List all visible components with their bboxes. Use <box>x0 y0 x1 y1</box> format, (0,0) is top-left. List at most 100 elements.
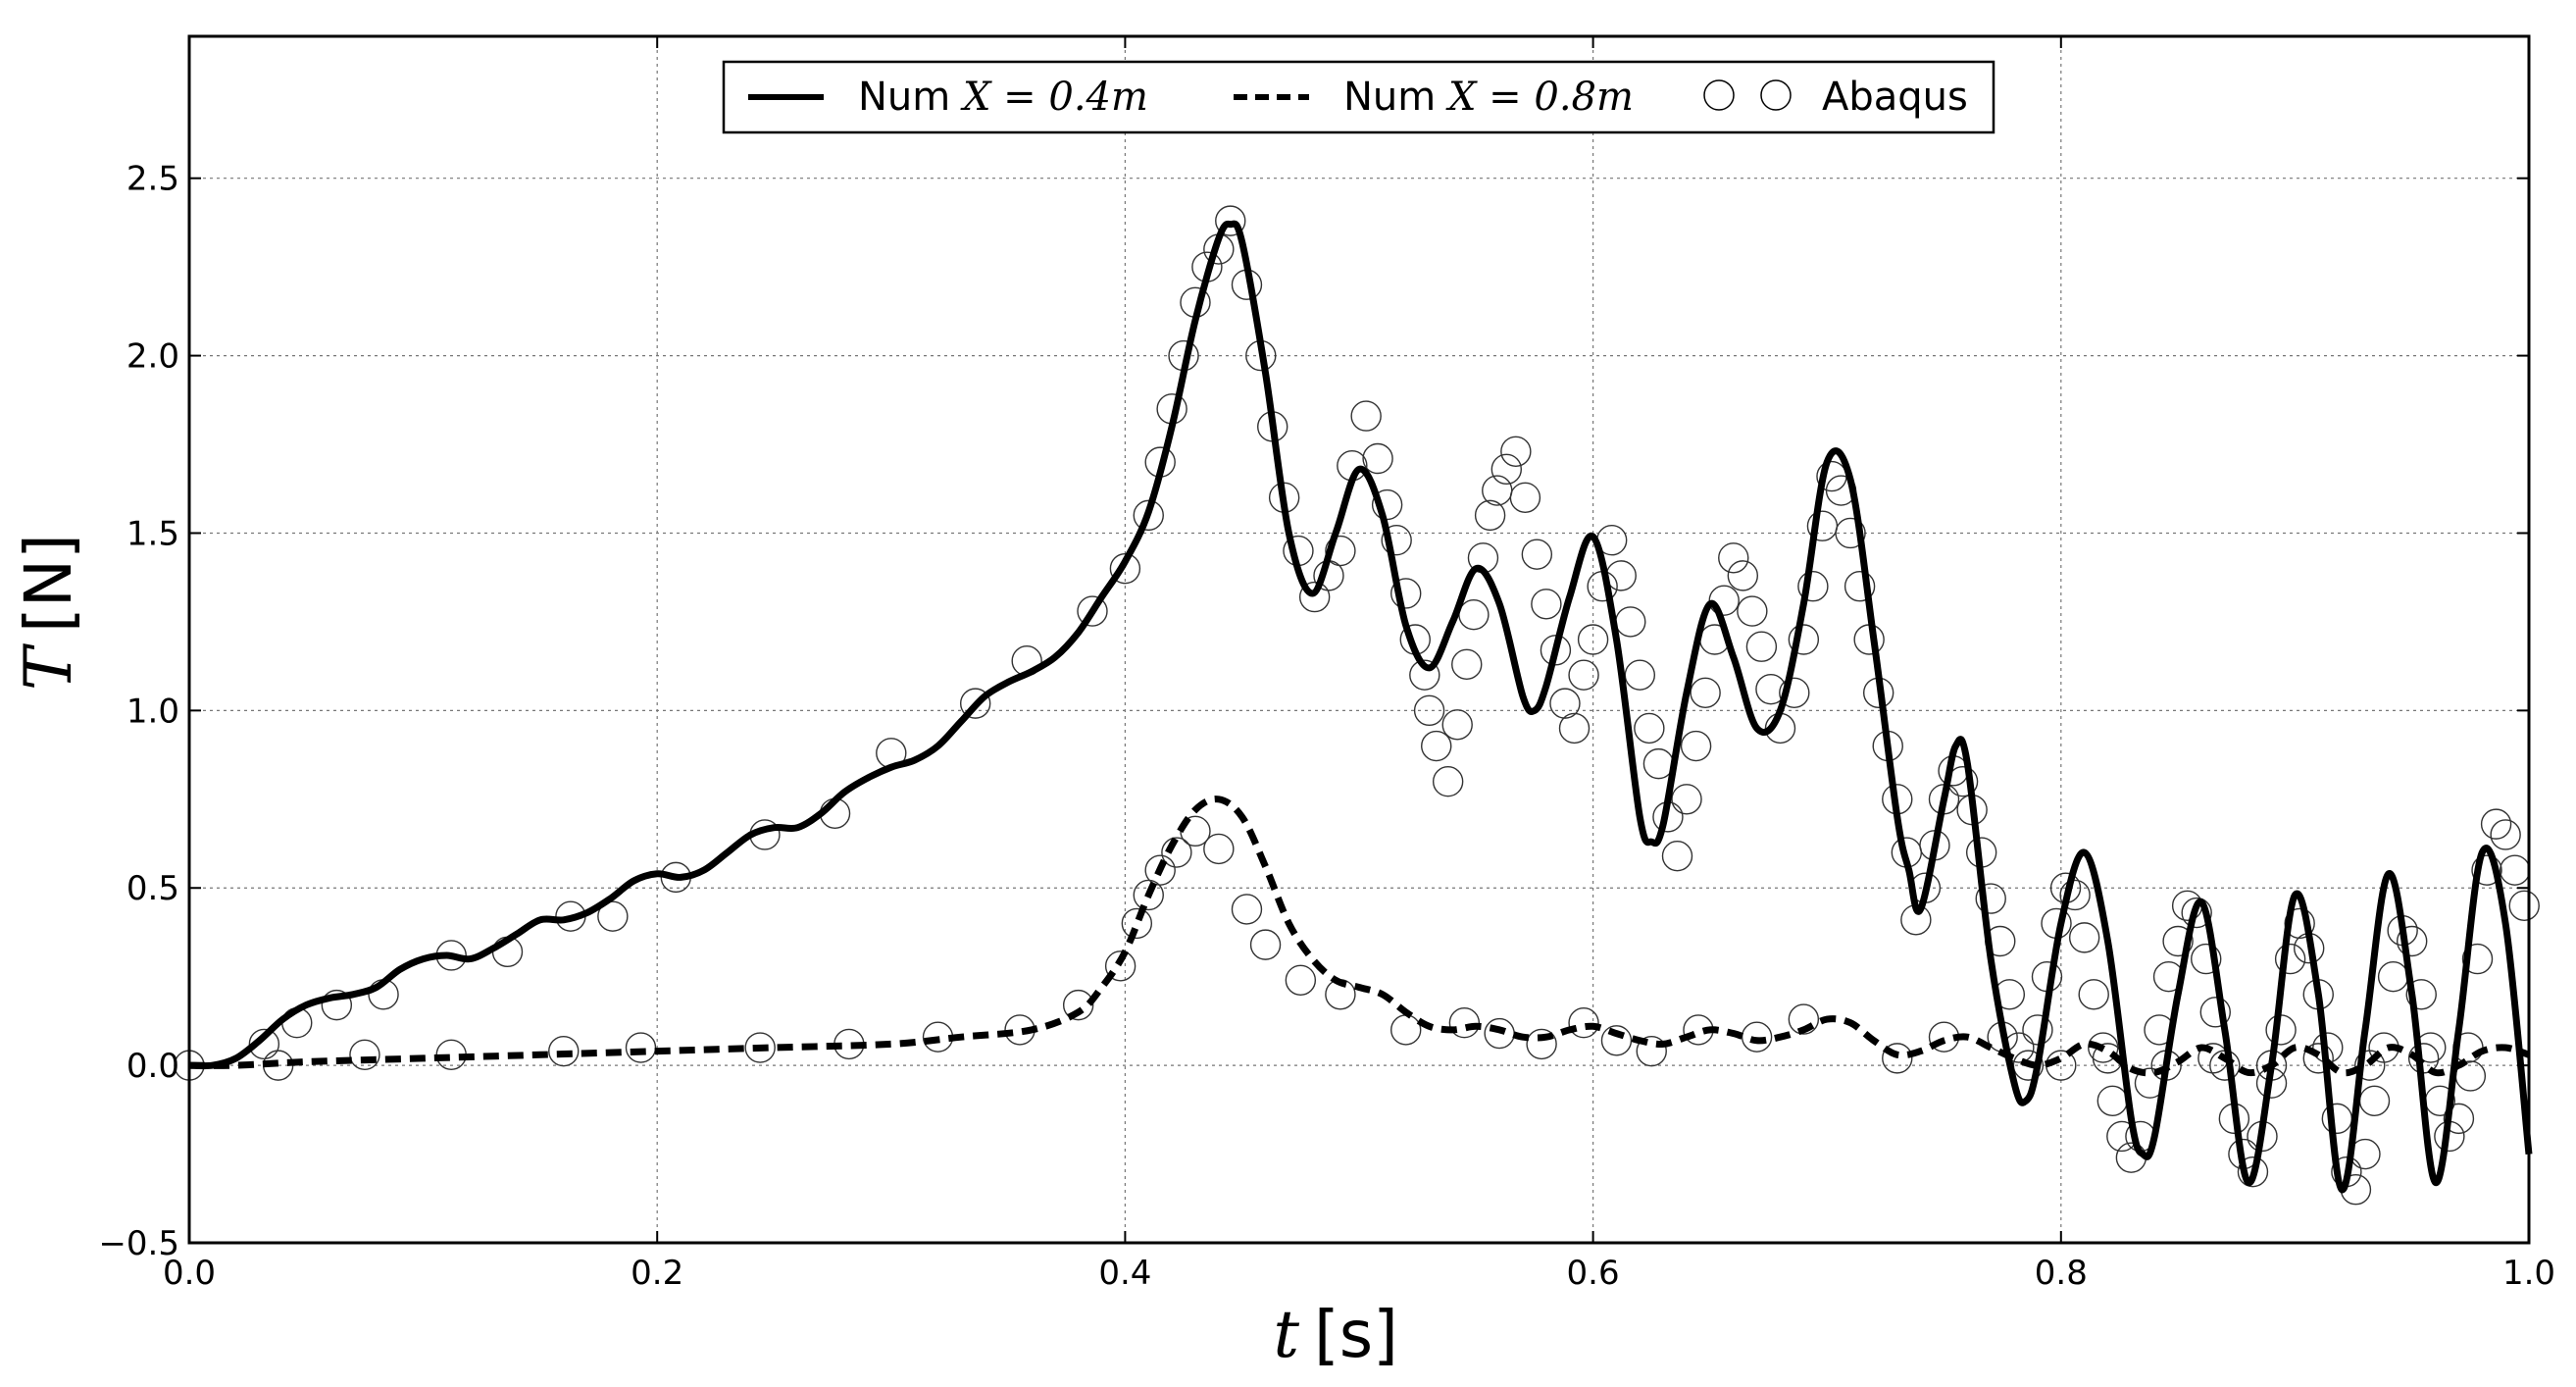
abaqus-point <box>1549 688 1581 719</box>
x-tick-label: 1.0 <box>2502 1254 2555 1293</box>
abaqus-point <box>1121 907 1153 940</box>
legend-box <box>722 60 1995 134</box>
abaqus-point <box>1577 624 1609 655</box>
abaqus-point <box>1133 499 1164 532</box>
series-line-x04 <box>188 220 2533 1194</box>
abaqus-point <box>1413 694 1445 727</box>
abaqus-point <box>1680 730 1712 762</box>
legend: Num X = 0.4m Num X = 0.8m Abaqus <box>722 60 1995 134</box>
abaqus-point <box>1671 784 1702 815</box>
x-tick-label: 0.0 <box>163 1254 216 1293</box>
abaqus-point <box>1451 648 1483 681</box>
abaqus-point <box>1161 837 1192 868</box>
abaqus-point <box>1133 879 1164 911</box>
abaqus-point <box>2191 943 2222 975</box>
abaqus-point <box>321 989 353 1021</box>
x-axis-label: t [s] <box>1273 1297 1397 1372</box>
abaqus-point <box>1490 453 1523 486</box>
abaqus-point <box>2022 1014 2053 1046</box>
y-tick-label: 1.5 <box>126 514 179 553</box>
legend-circle-swatch-1 <box>1703 79 1735 111</box>
y-axis-label-unit: [N] <box>11 534 86 633</box>
y-tick-label: 0.0 <box>126 1047 179 1086</box>
abaqus-point <box>959 688 991 719</box>
abaqus-point <box>349 1039 380 1070</box>
abaqus-point <box>2396 925 2428 957</box>
abaqus-point <box>1298 581 1331 613</box>
abaqus-point <box>1788 624 1820 655</box>
abaqus-point <box>2181 897 2212 929</box>
abaqus-point <box>2162 925 2194 957</box>
abaqus-point <box>1634 712 1665 745</box>
abaqus-point <box>1144 854 1176 886</box>
abaqus-point <box>1797 571 1829 602</box>
abaqus-point <box>1285 964 1317 996</box>
grid <box>189 36 2529 1243</box>
abaqus-point <box>1409 659 1440 691</box>
abaqus-point <box>1104 950 1136 982</box>
x-axis-label-var: t <box>1273 1297 1299 1372</box>
abaqus-point <box>1558 712 1591 745</box>
abaqus-point <box>2443 1103 2475 1135</box>
abaqus-point <box>2096 1085 2128 1116</box>
abaqus-point <box>1835 517 1866 549</box>
legend-label-1-prefix: Num <box>858 75 963 120</box>
abaqus-point <box>1718 542 1749 574</box>
abaqus-point <box>1882 1043 1913 1074</box>
abaqus-point <box>1325 535 1356 567</box>
abaqus-point <box>2078 979 2109 1010</box>
abaqus-point <box>2490 819 2521 850</box>
abaqus-point <box>2405 979 2437 1010</box>
x-tick-label: 0.2 <box>631 1254 683 1293</box>
y-axis-label: T [N] <box>11 534 86 691</box>
abaqus-point <box>1458 598 1490 631</box>
abaqus-point <box>1521 539 1553 570</box>
abaqus-point <box>1600 1025 1633 1056</box>
abaqus-point <box>1605 560 1637 591</box>
legend-label-2-math: X = 0.8m <box>1445 75 1634 120</box>
abaqus-point <box>2199 997 2231 1028</box>
abaqus-point <box>1636 1035 1667 1067</box>
abaqus-point <box>1615 606 1646 638</box>
abaqus-point <box>248 1028 280 1060</box>
abaqus-point <box>2237 1156 2269 1188</box>
abaqus-point <box>1109 552 1141 585</box>
legend-label-2: Num X = 0.8m <box>1343 75 1634 120</box>
abaqus-point <box>1727 560 1759 591</box>
abaqus-point <box>1432 766 1464 797</box>
legend-label-1: Num X = 0.4m <box>858 75 1148 120</box>
ticks: 0.0 0.2 0.4 0.6 0.8 1.0−0.50.00.51.01.52.02.5 <box>98 36 2555 1293</box>
abaqus-point <box>2480 808 2512 840</box>
abaqus-point <box>1975 883 2006 914</box>
y-tick-label: 1.0 <box>126 692 179 731</box>
abaqus-point <box>2284 907 2315 940</box>
abaqus-point <box>1390 1014 1422 1046</box>
y-tick-label: 2.0 <box>126 337 179 377</box>
x-axis-label-unit: [s] <box>1314 1297 1398 1372</box>
y-tick-label: −0.5 <box>98 1224 179 1263</box>
abaqus-point <box>1690 677 1721 708</box>
abaqus-point <box>2471 854 2502 886</box>
x-tick-label: 0.8 <box>2035 1254 2088 1293</box>
abaqus-point <box>1203 833 1235 865</box>
abaqus-point <box>1500 436 1532 467</box>
abaqus-point <box>1526 1028 1557 1060</box>
y-axis-label-var: T <box>11 642 86 691</box>
abaqus-point <box>1531 589 1562 620</box>
abaqus-point <box>1231 894 1263 925</box>
series-layer <box>174 205 2540 1206</box>
abaqus-point <box>548 1035 580 1067</box>
abaqus-point <box>1745 631 1778 662</box>
y-tick-label: 2.5 <box>126 160 179 199</box>
abaqus-point <box>1661 840 1693 872</box>
abaqus-point <box>1441 709 1473 741</box>
abaqus-point <box>1077 595 1108 627</box>
y-tick-label: 0.5 <box>126 869 179 908</box>
abaqus-point <box>2508 890 2540 922</box>
abaqus-point <box>1421 730 1452 762</box>
abaqus-point <box>1381 525 1412 556</box>
abaqus-point <box>744 1032 776 1063</box>
plot-frame <box>187 34 2531 1245</box>
abaqus-point <box>1448 1007 1481 1039</box>
